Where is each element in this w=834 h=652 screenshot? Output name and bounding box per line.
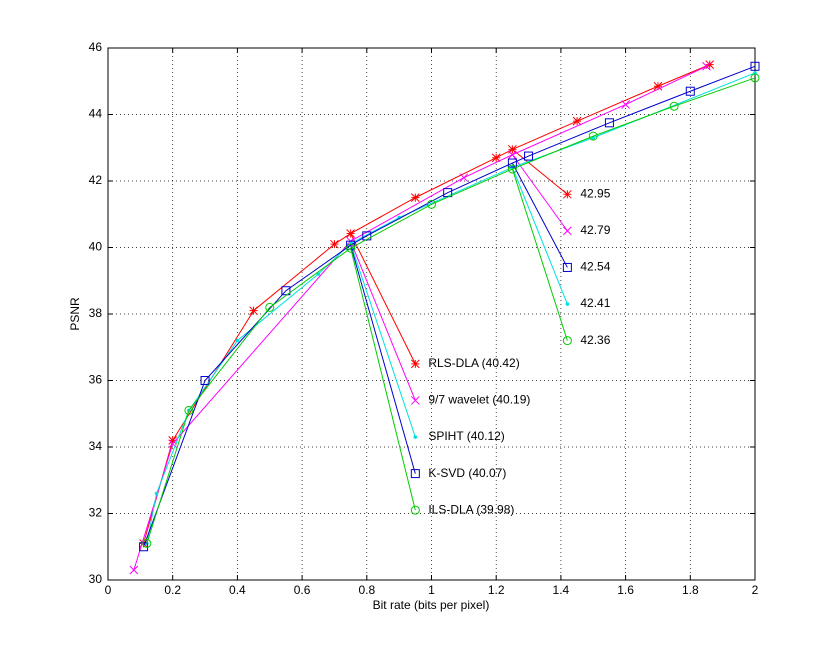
marker [685, 86, 695, 96]
y-tick-label: 32 [89, 506, 103, 520]
marker [459, 173, 469, 183]
marker [410, 193, 420, 202]
marker [154, 491, 159, 496]
callout-label: RLS-DLA (40.42) [428, 356, 519, 370]
marker [524, 151, 534, 161]
callout-label: 42.95 [580, 186, 610, 200]
marker [410, 505, 420, 515]
y-axis-label: PSNR [68, 297, 82, 331]
marker [142, 538, 152, 548]
y-tick-label: 34 [89, 439, 103, 453]
marker [669, 101, 679, 111]
marker [427, 199, 436, 209]
marker [702, 61, 711, 71]
marker [330, 239, 339, 249]
callout-line [350, 233, 416, 365]
callout-label: 42.79 [580, 223, 610, 237]
x-tick-label: 0.8 [358, 583, 375, 597]
marker [184, 405, 194, 415]
marker [410, 396, 420, 405]
x-tick-label: 1.4 [553, 583, 570, 597]
marker [413, 435, 418, 439]
callout-line [511, 168, 568, 341]
marker [508, 150, 517, 160]
marker [563, 189, 572, 199]
callout-label: 42.54 [580, 260, 610, 274]
marker [249, 306, 258, 316]
x-tick-label: 2 [752, 583, 759, 597]
x-axis-label: Bit rate (bits per pixel) [373, 598, 490, 612]
marker [604, 118, 614, 128]
marker [750, 73, 760, 83]
callout-line [350, 245, 416, 474]
callout-line [511, 167, 568, 305]
callout-label: 9/7 wavelet (40.19) [428, 393, 530, 407]
marker [562, 262, 572, 272]
marker [265, 302, 275, 312]
marker [139, 539, 148, 548]
callout-label: 42.36 [580, 333, 610, 347]
marker [507, 164, 517, 174]
callout-label: K-SVD (40.07) [428, 466, 506, 480]
x-tick-label: 0.6 [294, 583, 311, 597]
marker [705, 60, 715, 69]
x-tick-label: 0 [105, 583, 112, 597]
marker [235, 338, 240, 343]
callout-label: ILS-DLA (39.98) [428, 502, 514, 516]
marker [750, 61, 760, 71]
marker [139, 542, 149, 552]
marker [565, 302, 570, 306]
x-tick-label: 1.6 [617, 583, 634, 597]
x-tick-label: 1.8 [682, 583, 699, 597]
callout-line [511, 154, 568, 232]
marker [563, 226, 572, 236]
series-line [146, 77, 756, 544]
marker [443, 188, 453, 198]
x-tick-label: 1.2 [488, 583, 505, 597]
marker [507, 158, 517, 168]
marker [281, 286, 291, 296]
marker [588, 131, 598, 141]
callout-label: SPIHT (40.12) [428, 429, 504, 443]
callout-line [350, 243, 416, 438]
marker [653, 81, 663, 91]
y-tick-label: 40 [89, 240, 103, 254]
y-tick-label: 44 [89, 107, 103, 121]
marker [491, 153, 501, 163]
x-tick-label: 0.2 [164, 583, 181, 597]
marker [410, 469, 420, 479]
marker [562, 336, 572, 346]
marker [410, 359, 420, 369]
marker [621, 100, 630, 109]
callout-line [350, 248, 416, 511]
x-tick-label: 0.4 [229, 583, 246, 597]
callout-line [511, 162, 568, 268]
y-tick-label: 38 [89, 306, 103, 320]
x-tick-label: 1 [428, 583, 435, 597]
y-tick-label: 30 [89, 572, 103, 586]
y-tick-label: 42 [89, 173, 103, 187]
marker [129, 565, 139, 575]
marker [168, 435, 178, 445]
marker [346, 243, 356, 253]
callout-line [512, 149, 568, 195]
callout-label: 42.41 [580, 296, 610, 310]
y-tick-label: 46 [89, 40, 103, 54]
marker [572, 116, 582, 126]
callout-line [350, 240, 416, 401]
marker [200, 376, 210, 385]
marker [316, 272, 321, 276]
y-tick-label: 36 [89, 373, 103, 387]
